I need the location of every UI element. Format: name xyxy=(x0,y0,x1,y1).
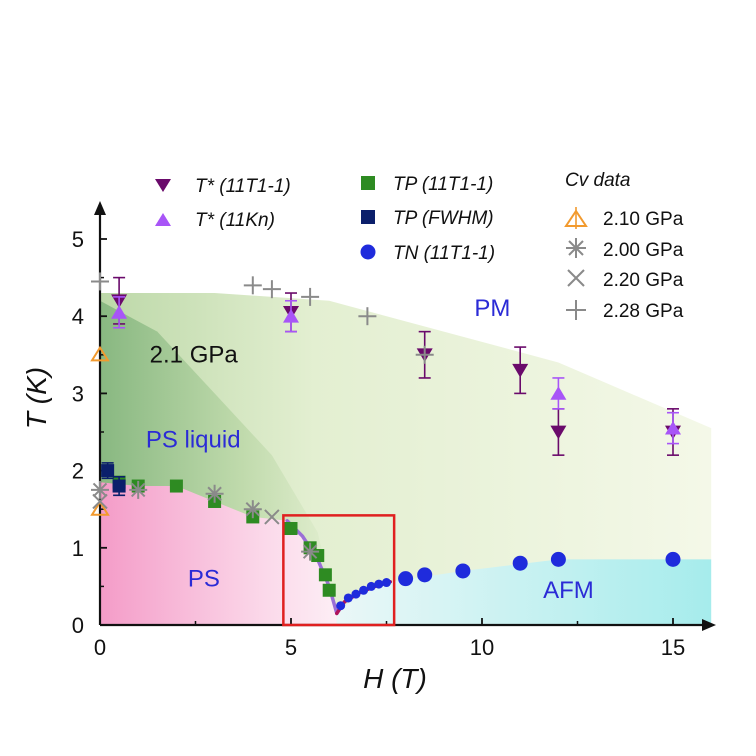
tn-small-point xyxy=(374,579,384,589)
data-point-plus xyxy=(243,276,262,295)
data-point-asterisk xyxy=(243,500,262,519)
legend-marker-x xyxy=(567,269,585,287)
tn-small-point xyxy=(336,601,346,611)
tn-small-point xyxy=(382,578,391,588)
data-point-plus xyxy=(415,345,434,364)
tn-small-point xyxy=(366,581,376,591)
legend: T* (11T1-1) T* (11Kn) TP (11T1-1) TP (FW… xyxy=(155,170,684,322)
ps-region xyxy=(100,482,337,625)
annotation-label: PS liquid xyxy=(146,426,241,453)
legend-label-228gpa: 2.28 GPa xyxy=(603,301,684,322)
annotation-label: AFM xyxy=(543,577,594,604)
data-point-circle xyxy=(455,563,471,579)
y-axis-label: T (K) xyxy=(21,367,52,429)
annotation-label: PS xyxy=(188,565,220,592)
data-point-triangle-down xyxy=(512,363,529,378)
legend-label-tp-t1: TP (11T1-1) xyxy=(393,174,493,195)
data-point-triangle-up xyxy=(283,309,299,323)
data-point-triangle-up xyxy=(111,305,128,319)
data-point-plus xyxy=(262,280,281,299)
legend-label-200gpa: 2.00 GPa xyxy=(603,240,684,261)
legend-marker-plus xyxy=(566,300,586,320)
data-point-square xyxy=(318,568,332,582)
legend-marker-triangle-up xyxy=(155,213,171,226)
y-tick-label: 5 xyxy=(72,227,84,252)
legend-item-tp-t1: TP (11T1-1) xyxy=(361,174,493,195)
tn-small-point xyxy=(351,589,361,599)
data-point-triangle-up xyxy=(550,386,567,400)
data-point-asterisk xyxy=(205,484,224,503)
legend-title-cv-data: Cv data xyxy=(565,170,630,191)
data-point-triangle-up-open xyxy=(90,345,110,362)
data-point-square xyxy=(284,522,298,535)
y-tick-label: 0 xyxy=(72,613,84,638)
legend-marker-blue-circle xyxy=(360,244,376,260)
legend-item-tp-fwhm: TP (FWHM) xyxy=(361,208,494,229)
data-point-plus xyxy=(91,272,109,291)
annotation-label: PM xyxy=(474,295,510,322)
legend-label-tp-fwhm: TP (FWHM) xyxy=(393,208,494,229)
data-point-asterisk xyxy=(129,480,148,499)
legend-marker-green-square xyxy=(361,176,375,190)
afm-region xyxy=(336,559,712,625)
axes: 0 5 10 15 0 1 2 3 4 5 H (T) T (K) xyxy=(21,201,716,694)
legend-marker-asterisk xyxy=(566,238,586,258)
legend-label-tstar-kn: T* (11Kn) xyxy=(195,210,275,231)
x-tick-label: 0 xyxy=(94,635,106,660)
y-tick-label: 2 xyxy=(72,459,84,484)
data-point-plus xyxy=(301,287,320,306)
legend-item-200gpa: 2.00 GPa xyxy=(566,238,684,261)
legend-label-220gpa: 2.20 GPa xyxy=(603,270,684,291)
x-axis-label: H (T) xyxy=(363,663,427,694)
x-tick-label: 5 xyxy=(285,635,297,660)
legend-item-tn-t1: TN (11T1-1) xyxy=(360,243,495,264)
data-point-triangle-up xyxy=(665,420,681,435)
legend-item-tstar-kn: T* (11Kn) xyxy=(155,210,275,231)
data-point-circle xyxy=(417,567,433,583)
background-regions xyxy=(100,293,712,625)
data-point-circle xyxy=(665,551,681,567)
tn-small-point xyxy=(343,593,353,603)
tn-small-point xyxy=(359,585,369,595)
region-labels: PM 2.1 GPa PS liquid PS AFM xyxy=(146,295,594,604)
legend-label-tstar-t1: T* (11T1-1) xyxy=(195,176,291,197)
y-tick-label: 1 xyxy=(72,536,84,561)
y-axis-arrowhead xyxy=(94,201,106,215)
legend-item-210gpa: 2.10 GPa xyxy=(564,207,684,230)
legend-item-tstar-t1: T* (11T1-1) xyxy=(155,176,291,197)
data-point-asterisk xyxy=(301,542,320,561)
data-point-square xyxy=(169,479,183,493)
data-point-plus xyxy=(358,307,377,326)
data-point-x xyxy=(92,493,108,510)
data-point-square xyxy=(101,464,115,478)
annotation-label: 2.1 GPa xyxy=(150,342,239,369)
y-tick-label: 3 xyxy=(72,381,84,406)
data-point-circle xyxy=(512,555,528,571)
legend-item-220gpa: 2.20 GPa xyxy=(567,269,684,291)
legend-marker-triangle-down xyxy=(155,179,171,192)
x-axis-arrowhead xyxy=(702,619,716,631)
data-point-triangle-up-open xyxy=(90,500,110,516)
legend-label-tn-t1: TN (11T1-1) xyxy=(393,243,495,264)
data-point-square xyxy=(112,479,126,493)
data-points xyxy=(90,272,681,597)
x-tick-label: 15 xyxy=(661,635,685,660)
x-tick-label: 10 xyxy=(470,635,494,660)
data-point-triangle-down xyxy=(550,425,567,440)
legend-label-210gpa: 2.10 GPa xyxy=(603,209,684,230)
data-point-circle xyxy=(550,551,566,567)
y-tick-label: 4 xyxy=(72,304,84,329)
data-point-x xyxy=(264,509,280,525)
data-point-circle xyxy=(398,571,414,587)
data-point-asterisk xyxy=(91,480,109,499)
data-point-square xyxy=(322,583,336,597)
highlight-box xyxy=(282,514,396,627)
legend-marker-navy-square xyxy=(361,210,375,224)
legend-item-228gpa: 2.28 GPa xyxy=(566,300,684,322)
